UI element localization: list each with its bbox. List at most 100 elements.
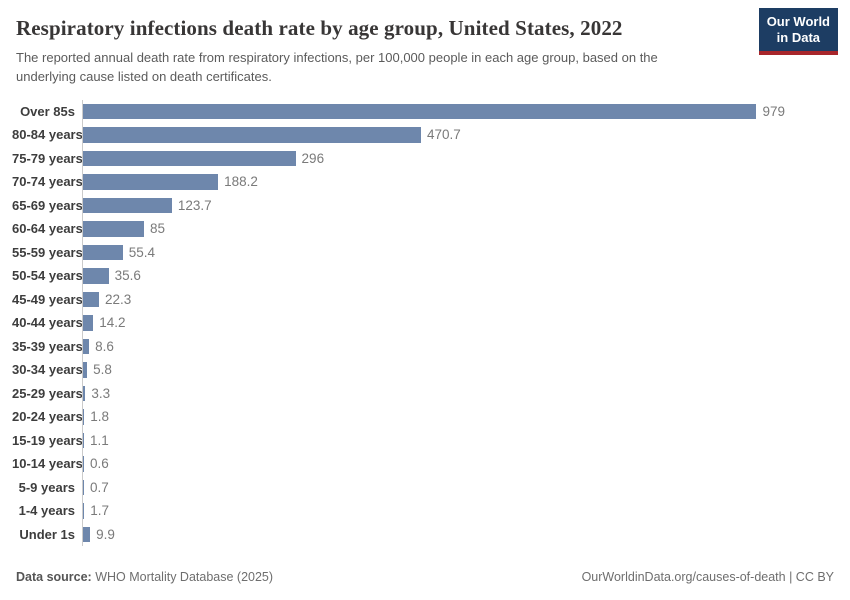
bar[interactable] (83, 150, 296, 167)
bar-track: 35.6 (82, 264, 785, 288)
bar-row: 50-54 years 35.6 (0, 264, 850, 288)
bar-track: 85 (82, 217, 785, 241)
bar[interactable] (83, 338, 90, 355)
bar-chart: Over 85s 979 80-84 years 470.7 75-79 years 29… (0, 99, 850, 547)
value-label: 470.7 (427, 127, 461, 143)
owid-logo: Our World in Data (758, 8, 838, 55)
value-label: 8.6 (95, 338, 114, 354)
category-label: 45-49 years (12, 291, 83, 307)
bar-row: 70-74 years 188.2 (0, 170, 850, 194)
bar-row: 15-19 years 1.1 (0, 428, 850, 453)
bar-row: 35-39 years 8.6 (0, 334, 850, 359)
bar-track: 296 (82, 146, 785, 171)
bar-track: 470.7 (82, 123, 785, 147)
bar[interactable] (83, 432, 84, 449)
category-label: 30-34 years (12, 362, 83, 378)
page-title: Respiratory infections death rate by age… (16, 16, 623, 40)
bar-track: 8.6 (82, 334, 785, 359)
owid-logo-line1: Our World (766, 14, 830, 29)
value-label: 0.7 (90, 479, 109, 495)
value-label: 3.3 (91, 385, 111, 401)
bar[interactable] (83, 174, 219, 190)
bar-row: 1-4 years 1.7 (0, 499, 850, 523)
bar[interactable] (83, 503, 85, 519)
bar[interactable] (83, 221, 145, 237)
category-label: 55-59 years (12, 244, 83, 260)
category-label: 10-14 years (12, 456, 83, 472)
bar[interactable] (83, 479, 84, 496)
category-label: 5-9 years (18, 479, 75, 495)
bar-track: 188.2 (82, 170, 785, 194)
value-label: 1.8 (90, 409, 110, 425)
bar-track: 123.7 (82, 193, 785, 218)
bar[interactable] (83, 268, 109, 284)
category-label: 75-79 years (12, 150, 83, 166)
value-label: 5.8 (93, 362, 112, 378)
value-label: 188.2 (224, 174, 258, 190)
bar-row: 5-9 years 0.7 (0, 475, 850, 500)
bar-row: 10-14 years 0.6 (0, 452, 850, 476)
chart-subtitle-line2: underlying cause listed on death certifi… (16, 68, 272, 84)
bar-row: 40-44 years 14.2 (0, 311, 850, 335)
bar-track: 22.3 (82, 287, 785, 312)
value-label: 1.1 (90, 432, 109, 448)
bar-row: 65-69 years 123.7 (0, 193, 850, 218)
chart-header: Respiratory infections death rate by age… (0, 0, 850, 87)
chart-footer: Data source: WHO Mortality Database (202… (16, 570, 834, 584)
data-source-value: WHO Mortality Database (2025) (91, 570, 274, 584)
value-label: 296 (301, 150, 325, 166)
bar-row: 80-84 years 470.7 (0, 123, 850, 147)
bar-track: 0.6 (82, 452, 785, 476)
owid-logo-line2: in Data (776, 30, 821, 46)
bar-track: 1.8 (82, 405, 785, 429)
bar-track: 3.3 (82, 381, 785, 406)
bar[interactable] (83, 291, 99, 308)
value-label: 14.2 (99, 315, 126, 331)
bar-track: 979 (82, 99, 785, 124)
value-label: 123.7 (177, 197, 212, 213)
bar-row: 55-59 years 55.4 (0, 240, 850, 265)
category-label: 1-4 years (18, 503, 75, 519)
category-label: 35-39 years (12, 338, 83, 354)
bar[interactable] (83, 197, 172, 214)
value-label: 35.6 (114, 268, 141, 284)
bar-row: Over 85s 979 (0, 99, 850, 124)
category-label: 70-74 years (12, 174, 83, 190)
bar[interactable] (83, 385, 86, 402)
category-label: 60-64 years (12, 221, 83, 237)
chart-subtitle-line1: The reported annual death rate from resp… (16, 50, 658, 65)
category-label: 65-69 years (12, 197, 83, 213)
bar[interactable] (83, 127, 421, 143)
bar-track: 1.7 (82, 499, 785, 523)
value-label: 85 (150, 221, 166, 237)
bar-row: 30-34 years 5.8 (0, 358, 850, 382)
data-source-label: Data source: (16, 570, 92, 584)
bar-row: Under 1s 9.9 (0, 522, 850, 547)
bar[interactable] (83, 244, 123, 261)
category-label: 25-29 years (12, 385, 83, 401)
category-label: 50-54 years (12, 268, 83, 284)
data-source: Data source: WHO Mortality Database (202… (16, 570, 273, 584)
license-link[interactable]: OurWorldinData.org/causes-of-death | CC … (581, 570, 834, 584)
bar[interactable] (83, 315, 94, 331)
bar-track: 5.8 (82, 358, 785, 382)
category-label: 40-44 years (12, 315, 83, 331)
bar-track: 1.1 (82, 428, 785, 453)
bar-row: 20-24 years 1.8 (0, 405, 850, 429)
bar-track: 14.2 (82, 311, 785, 335)
value-label: 55.4 (128, 244, 156, 260)
category-label: Over 85s (20, 103, 75, 119)
category-label: 15-19 years (12, 432, 83, 448)
bar[interactable] (83, 526, 91, 543)
bar-track: 0.7 (82, 475, 785, 500)
bar[interactable] (83, 456, 84, 472)
value-label: 22.3 (105, 291, 132, 307)
value-label: 9.9 (96, 526, 115, 542)
value-label: 0.6 (90, 456, 109, 472)
bar[interactable] (83, 103, 757, 120)
bar-row: 25-29 years 3.3 (0, 381, 850, 406)
bar[interactable] (83, 409, 85, 425)
chart-subtitle: The reported annual death rate from resp… (16, 49, 761, 87)
bar-track: 55.4 (82, 240, 785, 265)
bar[interactable] (83, 362, 88, 378)
